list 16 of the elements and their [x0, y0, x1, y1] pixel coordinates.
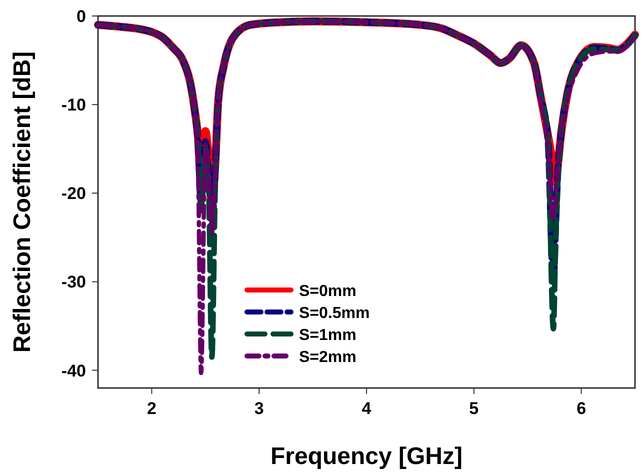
y-tick-label: -20	[61, 184, 86, 204]
y-tick-label: 0	[76, 7, 86, 26]
x-tick-label: 2	[146, 399, 156, 418]
x-axis-title: Frequency [GHz]	[270, 443, 463, 470]
legend-label: S=0.5mm	[299, 305, 370, 322]
y-tick-label: -10	[61, 96, 86, 115]
x-tick-label: 6	[576, 399, 586, 418]
y-tick-label: -30	[61, 272, 86, 292]
legend-label: S=2mm	[299, 349, 356, 366]
x-tick-label: 4	[362, 399, 372, 418]
y-axis-title: Reflection Coefficient [dB]	[9, 51, 36, 353]
legend-label: S=1mm	[299, 327, 356, 344]
x-tick-label: 3	[254, 399, 264, 418]
legend-label: S=0mm	[299, 283, 356, 300]
x-tick-label: 5	[469, 399, 479, 418]
y-tick-label: -40	[61, 361, 86, 380]
